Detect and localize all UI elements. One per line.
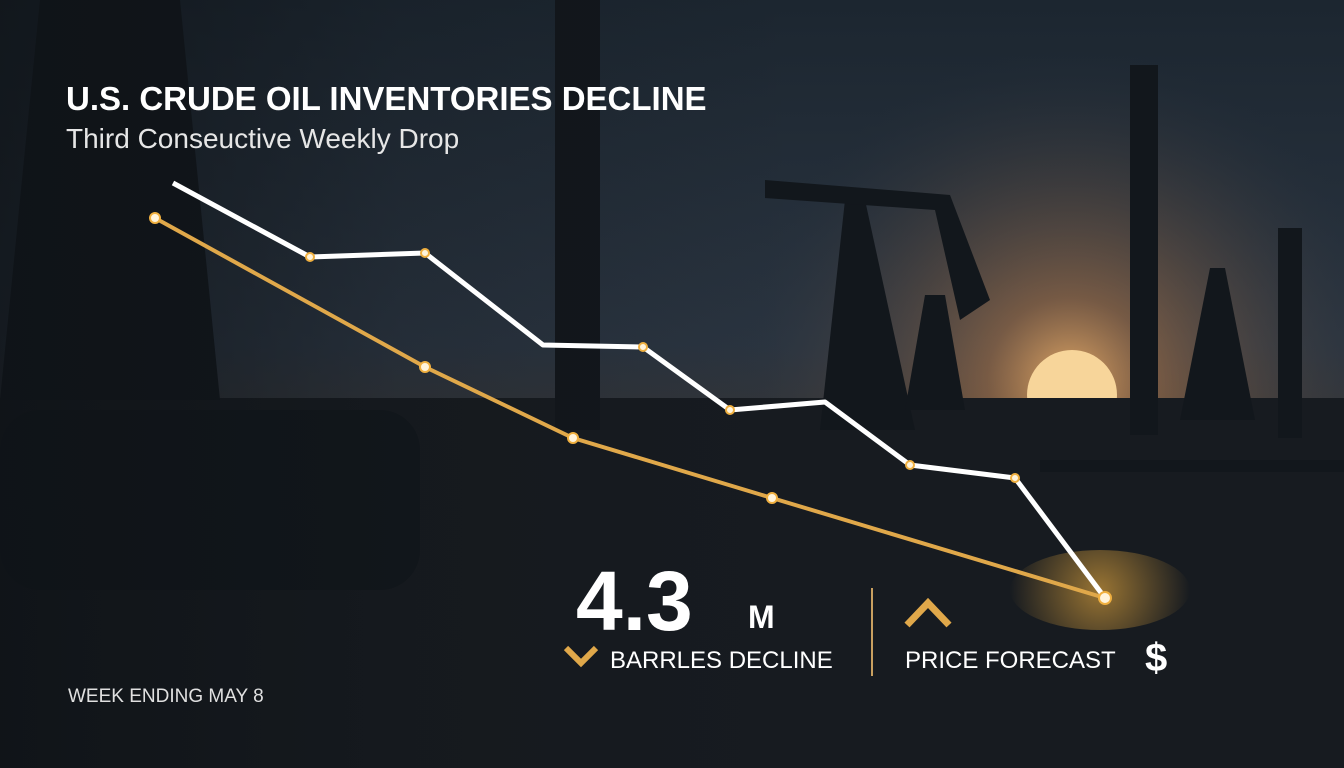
stat-value: 4.3 <box>576 554 693 648</box>
forecast-symbol: $ <box>1145 636 1167 680</box>
subtitle: Third Conseuctive Weekly Drop <box>66 123 459 154</box>
down-chevron <box>563 645 599 668</box>
title: U.S. CRUDE OIL INVENTORIES DECLINE <box>66 80 707 117</box>
up-chevron <box>904 597 952 628</box>
stat-unit: M <box>748 599 775 635</box>
footer-date: WEEK ENDING MAY 8 <box>68 686 264 707</box>
points <box>149 212 1112 605</box>
forecast-label: PRICE FORECAST <box>905 647 1116 674</box>
shade <box>0 0 800 768</box>
white-line <box>171 180 1107 600</box>
stat-label: BARRLES DECLINE <box>610 647 833 674</box>
